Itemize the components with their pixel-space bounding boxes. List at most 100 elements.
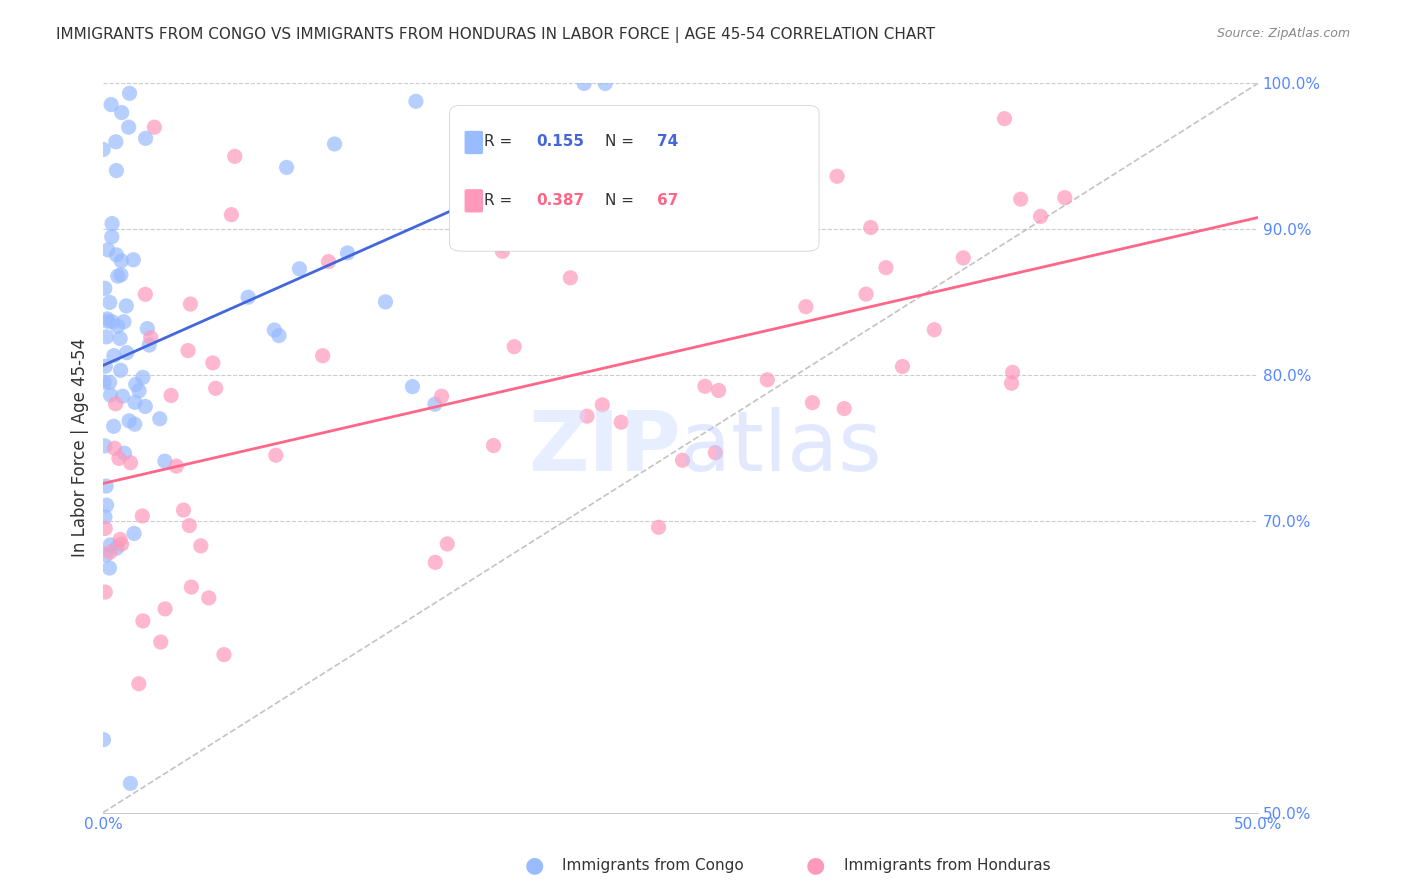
Immigrants from Congo	[125, 377, 148, 392]
Immigrants from Honduras	[794, 300, 817, 314]
Immigrants from Honduras	[177, 343, 200, 358]
Immigrants from Congo	[263, 323, 285, 337]
Immigrants from Honduras	[491, 244, 513, 259]
Immigrants from Congo	[96, 314, 118, 328]
Immigrants from Honduras	[131, 508, 153, 523]
Immigrants from Congo	[104, 135, 127, 149]
Immigrants from Congo	[107, 319, 129, 334]
Immigrants from Honduras	[1029, 210, 1052, 224]
Immigrants from Congo	[94, 509, 117, 524]
Immigrants from Congo	[593, 77, 616, 91]
Immigrants from Congo	[105, 248, 128, 262]
Immigrants from Honduras	[430, 389, 453, 403]
Immigrants from Congo	[100, 229, 122, 244]
Immigrants from Honduras	[1010, 192, 1032, 206]
Immigrants from Congo	[112, 315, 135, 329]
Immigrants from Honduras	[180, 580, 202, 594]
Immigrants from Congo	[100, 388, 122, 402]
Immigrants from Congo	[94, 439, 117, 453]
Immigrants from Congo	[103, 349, 125, 363]
Immigrants from Congo	[336, 246, 359, 260]
Immigrants from Honduras	[128, 677, 150, 691]
Immigrants from Honduras	[204, 381, 226, 395]
Immigrants from Congo	[553, 156, 575, 170]
Immigrants from Congo	[100, 97, 122, 112]
Immigrants from Congo	[374, 294, 396, 309]
Text: Immigrants from Honduras: Immigrants from Honduras	[844, 858, 1050, 872]
Immigrants from Honduras	[179, 297, 201, 311]
Immigrants from Honduras	[993, 112, 1015, 126]
Immigrants from Honduras	[108, 451, 131, 466]
Immigrants from Honduras	[952, 251, 974, 265]
Immigrants from Congo	[135, 131, 157, 145]
Immigrants from Congo	[118, 414, 141, 428]
Immigrants from Honduras	[610, 415, 633, 429]
Immigrants from Honduras	[104, 397, 127, 411]
Immigrants from Congo	[153, 454, 176, 468]
Immigrants from Congo	[122, 252, 145, 267]
Immigrants from Congo	[516, 130, 538, 145]
Text: atlas: atlas	[681, 408, 882, 489]
Text: IMMIGRANTS FROM CONGO VS IMMIGRANTS FROM HONDURAS IN LABOR FORCE | AGE 45-54 COR: IMMIGRANTS FROM CONGO VS IMMIGRANTS FROM…	[56, 27, 935, 43]
Text: ●: ●	[806, 855, 825, 875]
Immigrants from Congo	[108, 332, 131, 346]
Immigrants from Honduras	[221, 208, 243, 222]
Immigrants from Honduras	[172, 503, 194, 517]
Immigrants from Honduras	[312, 349, 335, 363]
Immigrants from Congo	[105, 163, 128, 178]
Immigrants from Honduras	[503, 340, 526, 354]
Y-axis label: In Labor Force | Age 45-54: In Labor Force | Age 45-54	[72, 338, 89, 558]
Immigrants from Congo	[132, 370, 155, 384]
Immigrants from Congo	[423, 397, 446, 411]
Immigrants from Honduras	[134, 287, 156, 301]
Immigrants from Congo	[96, 479, 118, 493]
Immigrants from Honduras	[190, 539, 212, 553]
Immigrants from Honduras	[436, 537, 458, 551]
Immigrants from Congo	[276, 161, 298, 175]
Immigrants from Honduras	[153, 602, 176, 616]
Immigrants from Congo	[124, 417, 146, 432]
Immigrants from Congo	[118, 120, 141, 135]
Immigrants from Congo	[96, 330, 118, 344]
Immigrants from Honduras	[783, 127, 806, 141]
Immigrants from Congo	[110, 253, 132, 268]
Immigrants from Honduras	[671, 453, 693, 467]
Immigrants from Honduras	[94, 521, 117, 535]
Immigrants from Honduras	[832, 401, 855, 416]
Immigrants from Congo	[136, 321, 159, 335]
Immigrants from Honduras	[110, 537, 132, 551]
FancyBboxPatch shape	[464, 131, 484, 154]
Immigrants from Congo	[236, 290, 259, 304]
Text: R =: R =	[484, 135, 517, 149]
FancyBboxPatch shape	[464, 189, 484, 212]
Text: ●: ●	[524, 855, 544, 875]
Immigrants from Honduras	[576, 409, 599, 424]
Immigrants from Honduras	[139, 330, 162, 344]
Immigrants from Honduras	[1000, 376, 1022, 391]
Immigrants from Honduras	[1053, 191, 1076, 205]
Immigrants from Congo	[134, 400, 156, 414]
Immigrants from Congo	[98, 376, 121, 390]
Immigrants from Honduras	[707, 384, 730, 398]
Immigrants from Honduras	[197, 591, 219, 605]
Immigrants from Congo	[98, 561, 121, 575]
Immigrants from Honduras	[855, 287, 877, 301]
Text: Source: ZipAtlas.com: Source: ZipAtlas.com	[1216, 27, 1350, 40]
FancyBboxPatch shape	[450, 105, 820, 252]
Immigrants from Congo	[118, 87, 141, 101]
Immigrants from Congo	[128, 384, 150, 398]
Immigrants from Honduras	[160, 388, 183, 402]
Immigrants from Honduras	[825, 169, 848, 184]
Immigrants from Honduras	[859, 220, 882, 235]
Immigrants from Honduras	[212, 648, 235, 662]
Immigrants from Congo	[572, 77, 595, 91]
Immigrants from Congo	[110, 363, 132, 377]
Immigrants from Congo	[98, 295, 121, 310]
Immigrants from Honduras	[482, 438, 505, 452]
Text: 0.387: 0.387	[536, 193, 585, 208]
Immigrants from Congo	[94, 281, 117, 295]
Immigrants from Congo	[93, 732, 115, 747]
Immigrants from Honduras	[693, 379, 716, 393]
Immigrants from Congo	[138, 338, 160, 352]
Immigrants from Honduras	[1001, 365, 1024, 379]
